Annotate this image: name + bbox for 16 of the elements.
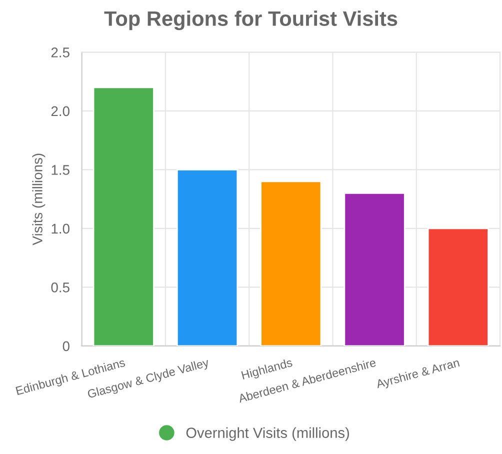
x-tick-label: Highlands	[241, 358, 294, 382]
bar	[427, 228, 489, 346]
y-tick-label: 1.5	[52, 165, 70, 175]
y-tick-label: 0	[62, 341, 70, 352]
y-axis-title: Visits (millions)	[32, 154, 46, 246]
y-tick-label: 2.0	[51, 106, 70, 116]
bar	[176, 169, 238, 346]
bar	[92, 86, 154, 346]
y-tick-label: 0.5	[51, 282, 70, 292]
chart-title: Top Regions for Tourist Visits	[104, 10, 398, 30]
legend-label: Overnight Visits (millions)	[186, 427, 349, 441]
y-tick-label: 1.0	[52, 224, 70, 234]
bar	[344, 192, 406, 346]
x-tick-label: Ayrshire & Arran	[375, 358, 460, 391]
y-tick-label: 2.5	[51, 48, 70, 58]
bar	[260, 180, 322, 346]
